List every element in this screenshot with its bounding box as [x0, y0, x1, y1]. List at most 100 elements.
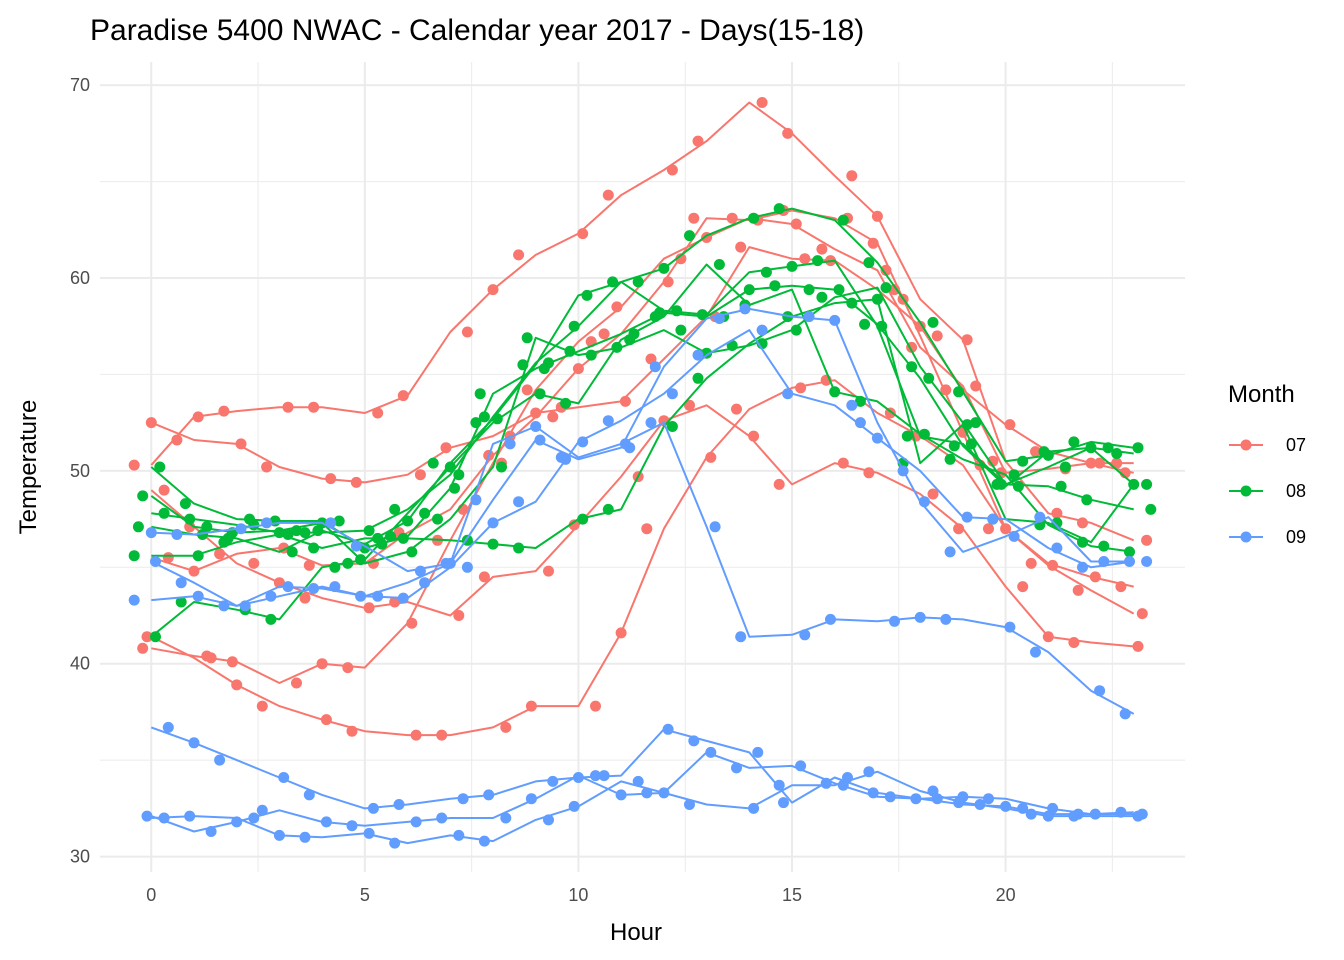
data-point [1136, 608, 1148, 620]
data-point [547, 411, 559, 423]
series-09-line [150, 726, 1134, 816]
data-point [773, 478, 785, 490]
data-point [128, 459, 140, 471]
data-point [735, 241, 747, 253]
data-point [611, 301, 623, 313]
data-point [299, 592, 311, 604]
data-point [1004, 419, 1016, 431]
data-point [820, 777, 832, 789]
data-point [299, 831, 311, 843]
data-point [568, 320, 580, 332]
data-point [705, 746, 717, 758]
data-point [799, 629, 811, 641]
data-point [1000, 800, 1012, 812]
data-point [837, 779, 849, 791]
data-point [1051, 507, 1063, 519]
legend-key-point [1240, 439, 1252, 451]
data-point [918, 428, 930, 440]
data-point [816, 243, 828, 255]
data-point [231, 679, 243, 691]
data-point [414, 565, 426, 577]
data-point [1072, 584, 1084, 596]
data-point [863, 467, 875, 479]
data-point [141, 631, 153, 643]
data-point [624, 334, 636, 346]
data-point [1124, 546, 1135, 558]
data-point [970, 380, 982, 392]
data-point [1085, 457, 1097, 469]
data-point [773, 203, 785, 215]
data-point [145, 417, 157, 429]
data-point [248, 812, 260, 824]
data-point [871, 293, 883, 305]
data-point [782, 388, 794, 400]
data-point [461, 326, 473, 338]
data-point [346, 820, 358, 832]
data-point [1038, 446, 1050, 458]
data-point [171, 434, 183, 446]
data-point [145, 527, 157, 539]
data-point [910, 793, 922, 805]
data-point [282, 401, 294, 413]
data-point [184, 810, 196, 822]
data-point [880, 264, 892, 276]
data-point [666, 421, 678, 432]
x-tick-label: 0 [146, 885, 156, 905]
data-point [521, 332, 533, 344]
data-point [363, 525, 375, 537]
data-point [615, 789, 627, 801]
data-point [572, 772, 584, 783]
data-point [1098, 540, 1110, 552]
data-point [666, 388, 678, 400]
data-point [534, 388, 546, 400]
chart-title: Paradise 5400 NWAC - Calendar year 2017 … [90, 14, 864, 47]
data-point [184, 521, 196, 533]
data-point [944, 546, 956, 558]
data-point [201, 650, 213, 662]
data-point [158, 812, 170, 824]
data-point [128, 550, 140, 562]
data-point [649, 361, 661, 373]
data-point [829, 314, 841, 326]
data-point [410, 816, 422, 828]
data-point [1141, 556, 1153, 567]
data-point [918, 496, 930, 508]
data-point [350, 540, 362, 552]
data-point [474, 388, 486, 400]
data-point [684, 399, 695, 411]
data-point [265, 613, 277, 625]
data-point [530, 407, 542, 419]
data-point [961, 511, 973, 523]
data-point [137, 642, 149, 654]
data-point [825, 613, 836, 625]
data-point [312, 525, 324, 537]
data-point [1068, 810, 1080, 822]
data-point [333, 515, 345, 527]
data-point [564, 345, 576, 357]
data-point [440, 442, 452, 454]
data-point [372, 407, 384, 419]
data-point [927, 785, 939, 797]
data-point [449, 482, 460, 494]
y-tick-label: 40 [70, 654, 90, 674]
data-point [632, 775, 644, 787]
data-point [1132, 810, 1144, 822]
data-point [590, 700, 601, 712]
data-point [692, 349, 704, 361]
data-point [1004, 621, 1016, 633]
data-point [871, 432, 883, 444]
data-point [846, 399, 858, 411]
data-point [662, 723, 674, 735]
data-point [713, 259, 725, 270]
data-point [543, 814, 554, 826]
data-point [743, 284, 755, 296]
data-point [363, 827, 375, 839]
data-point [367, 802, 379, 814]
data-point [816, 291, 828, 303]
x-tick-label: 15 [782, 885, 802, 905]
data-point [1017, 802, 1029, 814]
data-point [320, 816, 332, 828]
data-point [1008, 469, 1020, 481]
series-07-line [151, 217, 1134, 684]
data-point [726, 212, 738, 224]
